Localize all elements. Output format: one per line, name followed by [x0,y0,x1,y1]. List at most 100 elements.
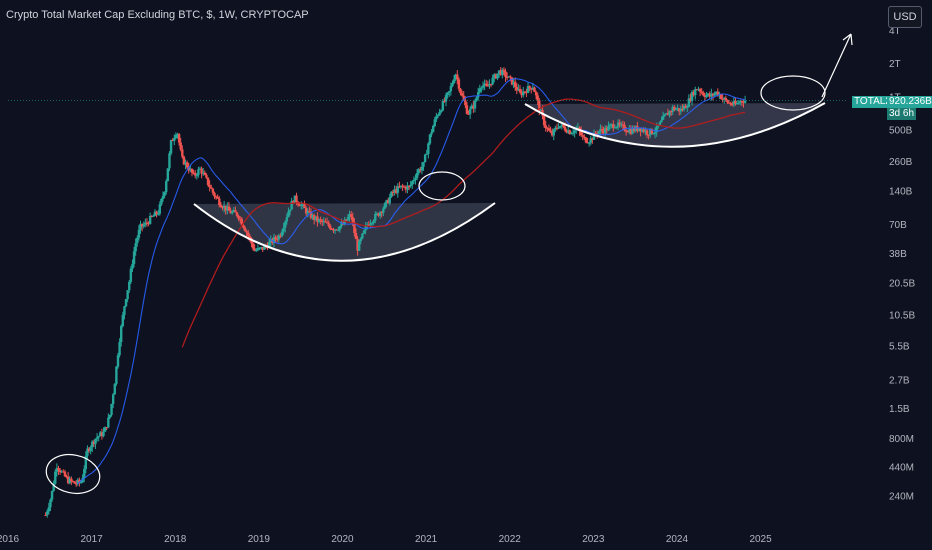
candle-body [388,197,391,204]
candle-body [404,186,408,190]
candle-body [206,177,210,185]
candle-body [602,130,605,134]
candle-body [177,134,181,143]
candle-body [195,175,198,177]
candle-body [485,83,488,86]
moving-averages [77,78,746,485]
candle-body [378,212,382,216]
candle-body [253,248,256,251]
candle-body [161,195,165,199]
projection-arrow-line [821,33,852,98]
candle-body [668,111,671,116]
y-tick-label: 2.7B [889,376,910,387]
candle-body [414,178,417,180]
candle-body [496,73,499,79]
candle-body [71,481,75,483]
y-tick-label: 500B [889,126,913,137]
candle-body [608,124,612,127]
candle-body [423,154,427,162]
candle-body [647,134,650,136]
candle-body [295,195,298,203]
y-tick-label: 5.5B [889,342,910,353]
candle-body [44,515,47,517]
candle-body [493,74,496,78]
candle-body [431,126,435,133]
chart-title: Crypto Total Market Cap Excluding BTC, $… [6,9,309,21]
candle-body [723,97,726,99]
x-tick-label: 2018 [164,534,187,545]
candle-body [222,205,226,209]
candle-body [282,227,285,232]
candle-body [362,230,366,234]
candle-body [115,366,118,384]
candle-body [227,206,231,211]
candle-body [160,198,163,205]
candle-body [547,128,551,131]
candle-body [203,172,207,175]
candle-body [288,209,292,212]
candle-body [319,219,322,221]
moving-average-red-line [181,98,746,348]
candle-body [235,212,239,216]
candle-body [128,281,131,291]
candle-body [665,113,668,115]
candle-body [700,91,703,93]
candle-body [317,219,321,222]
candle-body [554,127,557,130]
candle-body [79,482,83,484]
candle-body [486,85,490,87]
candle-body [631,128,634,134]
candle-body [420,166,424,171]
x-tick-label: 2024 [666,534,689,545]
x-axis[interactable]: 2016 2017 2018 2019 2020 2021 2022 2023 2024 2025 [0,534,772,545]
candle-body [150,215,153,217]
candle-body [549,130,552,133]
candle-body [726,99,729,103]
candle-body [727,102,731,104]
candle-body [168,153,171,169]
candle-body [451,83,454,87]
y-tick-label: 800M [889,434,914,445]
candle-body [497,70,501,74]
candle-body [610,124,613,126]
highlight-ellipse-2020 [418,171,466,201]
candle-body [63,471,67,477]
candle-body [515,87,518,91]
candle-body [721,98,724,100]
candle-body [54,471,57,484]
candle-body [272,237,276,243]
candle-body [459,88,462,94]
currency-button[interactable]: USD [888,6,922,28]
candle-body [321,220,324,222]
x-tick-label: 2023 [582,534,605,545]
candle-body [185,162,189,168]
candle-body [657,125,660,127]
projection-arrow-head [842,33,853,46]
candle-body [91,441,94,448]
candle-body [504,71,507,78]
candle-body [628,129,631,133]
candle-body [406,185,409,190]
candle-body [591,138,594,140]
candle-body [277,235,280,240]
candle-body [539,109,543,111]
y-axis[interactable]: 4T2T1T500B260B140B70B38B20.5B10.5B5.5B2.… [889,26,915,503]
candle-body [697,89,700,91]
candle-body [690,91,694,101]
candle-body [293,195,297,203]
candle-body [658,122,662,126]
candle-body [208,184,211,188]
candle-body [679,108,683,112]
candle-body [216,196,219,199]
candle-body [237,215,240,219]
candle-body [694,89,697,96]
candle-body [219,205,223,208]
candle-body [111,394,115,405]
candle-body [528,86,531,89]
candle-body [123,306,126,316]
candle-body [324,221,327,223]
candle-body [452,79,456,84]
x-tick-label: 2022 [499,534,522,545]
